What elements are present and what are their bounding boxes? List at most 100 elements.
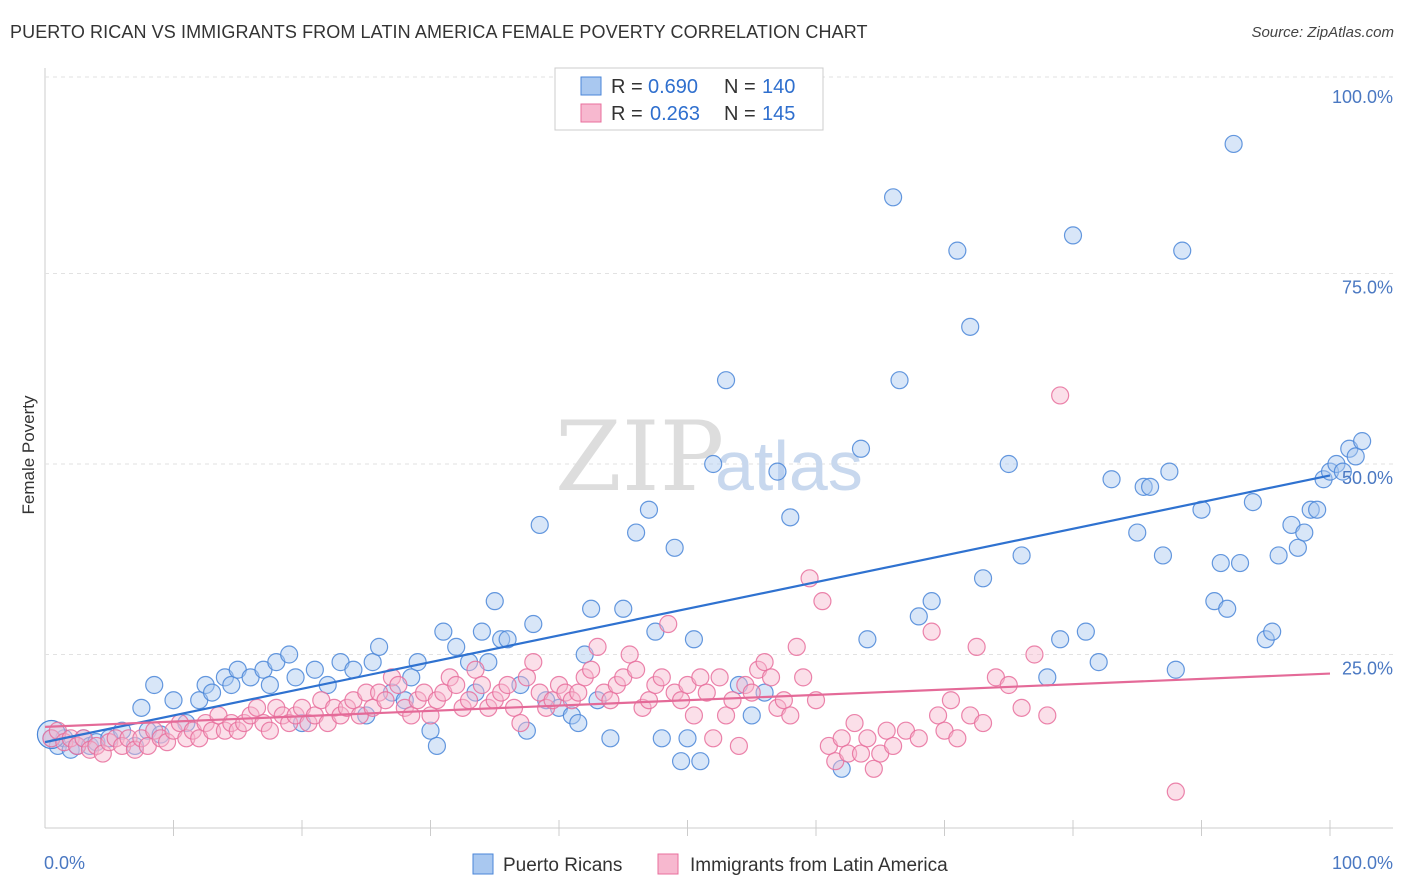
immigrant-point-65 (459, 691, 479, 710)
puerto-rican-point-71 (678, 729, 697, 748)
immigrant-point-60 (427, 691, 447, 710)
puerto-rican-point-27 (280, 645, 299, 664)
series-immigrants-points (42, 386, 1185, 801)
immigrant-point-21 (177, 729, 196, 748)
puerto-rican-point-88 (948, 241, 967, 260)
y-tick-label-100: 100.0% (1332, 87, 1393, 107)
puerto-rican-point-124 (1333, 462, 1352, 481)
immigrant-point-56 (402, 706, 421, 725)
legend-swatch-immigrants (580, 103, 602, 123)
puerto-rican-point-53 (517, 721, 536, 740)
immigrant-point-80 (556, 683, 575, 702)
x-tick-label-max: 100.0% (1332, 853, 1393, 873)
puerto-rican-point-74 (704, 454, 723, 474)
immigrant-point-25 (202, 721, 222, 740)
immigrant-point-52 (376, 691, 395, 710)
legend-n-value-1: 140 (762, 76, 795, 98)
immigrant-point-117 (794, 668, 813, 687)
puerto-rican-point-127 (1353, 432, 1372, 451)
puerto-rican-point-111 (1230, 553, 1250, 573)
immigrant-point-83 (575, 668, 594, 687)
bottom-legend-swatch-puerto-ricans (472, 853, 494, 875)
immigrant-point-95 (652, 668, 671, 687)
puerto-rican-point-85 (890, 371, 909, 390)
puerto-rican-point-25 (260, 675, 279, 695)
gridlines (45, 76, 1393, 655)
immigrant-point-96 (659, 614, 678, 634)
puerto-rican-point-72 (684, 630, 704, 649)
immigrant-point-103 (704, 729, 723, 748)
legend-r-value-1: 0.690 (648, 76, 698, 98)
puerto-rican-point-105 (1173, 241, 1192, 260)
puerto-rican-point-101 (1140, 477, 1160, 496)
immigrant-point-140 (967, 637, 986, 656)
puerto-rican-point-96 (1076, 622, 1095, 641)
puerto-rican-point-64 (614, 599, 633, 618)
immigrant-point-12 (119, 729, 138, 748)
immigrant-point-66 (466, 660, 485, 679)
y-tick-label-50: 50.0% (1342, 468, 1393, 488)
series-puerto-ricans-points (36, 134, 1372, 778)
legend-r-label-1: R = (611, 76, 643, 98)
immigrant-point-120 (813, 592, 832, 611)
immigrant-point-70 (492, 683, 511, 702)
puerto-rican-point-58 (562, 706, 581, 725)
puerto-rican-point-102 (1153, 546, 1173, 565)
immigrant-point-116 (787, 637, 806, 656)
puerto-rican-point-90 (973, 569, 993, 588)
bottom-legend-swatch-immigrants (657, 853, 679, 875)
puerto-rican-point-43 (434, 622, 453, 641)
puerto-rican-point-97 (1089, 653, 1108, 672)
immigrant-point-79 (549, 675, 569, 695)
immigrant-point-82 (569, 683, 588, 702)
puerto-rican-point-84 (883, 188, 903, 207)
puerto-rican-point-115 (1269, 546, 1288, 565)
immigrant-point-54 (389, 675, 408, 695)
immigrant-point-131 (883, 736, 903, 756)
immigrant-point-36 (273, 706, 292, 725)
immigrant-point-64 (453, 698, 472, 717)
puerto-rican-point-33 (344, 660, 363, 679)
puerto-rican-point-69 (665, 538, 684, 557)
immigrant-point-34 (260, 721, 279, 740)
immigrant-point-111 (755, 653, 774, 672)
immigrant-point-44 (325, 698, 344, 717)
immigrant-point-108 (736, 675, 755, 695)
legend-n-label-2: N = (724, 103, 756, 125)
puerto-rican-point-87 (922, 592, 941, 611)
immigrant-point-106 (723, 691, 742, 710)
puerto-rican-point-100 (1134, 477, 1153, 496)
puerto-rican-point-104 (1166, 660, 1185, 679)
puerto-rican-point-34 (357, 706, 376, 725)
puerto-rican-point-89 (961, 317, 980, 336)
x-tick-label-min: 0.0% (44, 853, 85, 873)
puerto-rican-point-11 (132, 698, 151, 717)
puerto-rican-point-119 (1301, 500, 1320, 519)
immigrant-point-147 (1051, 386, 1070, 405)
legend-r-value-2: 0.263 (650, 103, 700, 125)
puerto-rican-point-94 (1051, 630, 1070, 649)
immigrant-point-91 (626, 660, 646, 679)
puerto-rican-point-21 (222, 675, 241, 695)
puerto-rican-point-15 (164, 691, 183, 710)
immigrant-point-100 (684, 706, 704, 725)
watermark-zip: ZIP (555, 401, 724, 513)
source-note: Source: ZipAtlas.com (1251, 24, 1394, 41)
puerto-rican-point-83 (858, 630, 877, 649)
puerto-rican-point-55 (530, 515, 549, 535)
puerto-rican-point-117 (1288, 538, 1307, 557)
immigrant-point-143 (999, 675, 1018, 695)
chart-title: PUERTO RICAN VS IMMIGRANTS FROM LATIN AM… (10, 22, 868, 42)
puerto-rican-point-81 (832, 759, 851, 778)
puerto-rican-point-70 (671, 752, 691, 771)
immigrant-point-32 (247, 698, 267, 717)
immigrant-point-148 (1166, 782, 1185, 801)
immigrant-point-88 (607, 675, 626, 695)
puerto-rican-point-79 (768, 462, 787, 481)
immigrant-point-134 (922, 622, 941, 641)
puerto-rican-point-41 (421, 721, 440, 740)
puerto-rican-point-86 (909, 607, 928, 626)
puerto-rican-point-46 (466, 683, 485, 702)
immigrant-point-84 (582, 660, 601, 679)
immigrant-point-57 (408, 691, 427, 710)
